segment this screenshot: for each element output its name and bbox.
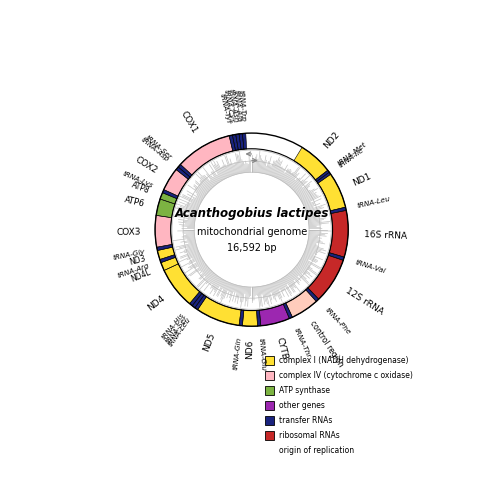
Text: tRNA-Phe: tRNA-Phe (323, 307, 351, 336)
Polygon shape (329, 210, 348, 257)
Text: 16,592 bp: 16,592 bp (227, 243, 276, 253)
Bar (265, 400, 274, 410)
Text: other genes: other genes (279, 400, 325, 409)
Polygon shape (243, 310, 258, 326)
Text: transfer RNAs: transfer RNAs (279, 416, 332, 424)
Text: ND3: ND3 (129, 254, 147, 267)
Bar (265, 386, 274, 395)
Text: tRNA-Met: tRNA-Met (336, 141, 367, 167)
Text: ATP8: ATP8 (130, 180, 151, 196)
Text: tRNA-Leu: tRNA-Leu (167, 316, 192, 348)
Polygon shape (156, 199, 175, 218)
Text: tRNA-Cys: tRNA-Cys (223, 89, 235, 124)
Bar (265, 356, 274, 364)
Polygon shape (176, 167, 190, 179)
Polygon shape (239, 134, 244, 150)
Text: Acanthogobius lactipes: Acanthogobius lactipes (174, 208, 329, 220)
Polygon shape (180, 136, 233, 175)
Polygon shape (257, 310, 261, 326)
Text: 16S rRNA: 16S rRNA (363, 230, 407, 241)
Polygon shape (286, 290, 316, 317)
Polygon shape (155, 216, 172, 248)
Polygon shape (178, 164, 192, 177)
Polygon shape (160, 192, 177, 204)
Text: tRNA-Ser: tRNA-Ser (164, 314, 189, 344)
Text: control region: control region (308, 318, 346, 368)
Polygon shape (161, 258, 178, 270)
Text: ND1: ND1 (351, 172, 372, 188)
Polygon shape (164, 264, 200, 304)
Polygon shape (198, 296, 241, 326)
Text: ND4: ND4 (146, 294, 166, 312)
Text: tRNA-His: tRNA-His (161, 312, 186, 340)
Polygon shape (190, 292, 202, 306)
Polygon shape (236, 134, 241, 150)
Polygon shape (318, 174, 346, 211)
Text: ribosomal RNAs: ribosomal RNAs (279, 430, 340, 440)
Polygon shape (330, 207, 346, 214)
Text: COX2: COX2 (134, 155, 160, 176)
Text: COX1: COX1 (178, 110, 198, 135)
Text: origin of replication: origin of replication (279, 446, 354, 454)
Polygon shape (243, 134, 246, 149)
Text: ND2: ND2 (322, 130, 342, 150)
Polygon shape (157, 247, 175, 260)
Bar (265, 416, 274, 425)
Text: tRNA-Ser: tRNA-Ser (144, 134, 172, 160)
Polygon shape (232, 134, 238, 150)
Text: tRNA-Leu: tRNA-Leu (357, 196, 391, 209)
Bar (265, 446, 274, 455)
Polygon shape (192, 294, 204, 308)
Text: tRNA-Gly: tRNA-Gly (113, 248, 146, 261)
Polygon shape (163, 190, 178, 198)
Text: ATP6: ATP6 (124, 195, 146, 208)
Text: tRNA-Ala: tRNA-Ala (233, 90, 243, 122)
Text: complex IV (cytochrome c oxidase): complex IV (cytochrome c oxidase) (279, 370, 413, 380)
Text: mitochondrial genome: mitochondrial genome (196, 228, 307, 237)
Polygon shape (294, 148, 327, 180)
Polygon shape (259, 304, 289, 326)
Text: ATP synthase: ATP synthase (279, 386, 330, 394)
Text: tRNA-Asn: tRNA-Asn (228, 88, 239, 123)
Polygon shape (328, 252, 344, 260)
Text: ND4L: ND4L (130, 268, 152, 283)
Polygon shape (306, 288, 319, 302)
Polygon shape (160, 254, 176, 262)
Text: tRNA-Asp: tRNA-Asp (139, 136, 170, 163)
Polygon shape (195, 295, 206, 310)
Polygon shape (239, 310, 244, 326)
Polygon shape (164, 170, 189, 196)
Text: tRNA-Tyr: tRNA-Tyr (218, 92, 231, 124)
Text: tRNA-Glu: tRNA-Glu (257, 338, 266, 371)
Bar (265, 370, 274, 380)
Text: tRNA-Lys: tRNA-Lys (121, 170, 154, 190)
Bar (265, 430, 274, 440)
Polygon shape (229, 135, 236, 151)
Text: ND6: ND6 (245, 339, 254, 358)
Text: ND5: ND5 (201, 332, 217, 353)
Text: complex I (NADH dehydrogenase): complex I (NADH dehydrogenase) (279, 356, 409, 364)
Polygon shape (308, 256, 343, 299)
Polygon shape (283, 303, 293, 318)
Text: tRNA-Arg: tRNA-Arg (116, 262, 150, 278)
Text: COX3: COX3 (116, 227, 141, 236)
Polygon shape (157, 244, 173, 250)
Polygon shape (317, 172, 331, 183)
Text: tRNA-Trp: tRNA-Trp (238, 90, 246, 122)
Text: CYTB: CYTB (274, 336, 289, 360)
Text: tRNA-Ile: tRNA-Ile (338, 146, 365, 169)
Polygon shape (315, 170, 329, 181)
Text: tRNA-Gln: tRNA-Gln (233, 337, 243, 370)
Text: tRNA-Val: tRNA-Val (354, 260, 386, 274)
Text: tRNA-Thr: tRNA-Thr (293, 328, 312, 360)
Text: 12S rRNA: 12S rRNA (344, 286, 385, 316)
